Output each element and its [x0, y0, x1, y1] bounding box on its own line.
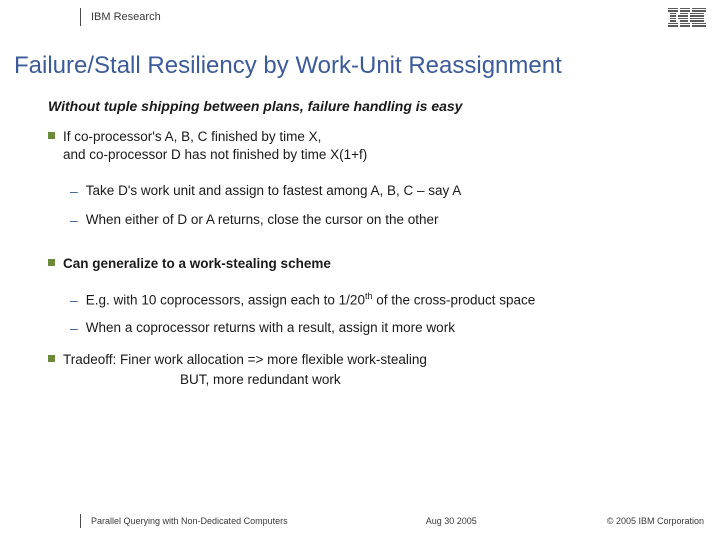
square-bullet-icon [48, 132, 55, 139]
bullet-1-line-2: and co-processor D has not finished by t… [63, 147, 367, 162]
list-item: – When either of D or A returns, close t… [70, 211, 700, 229]
header-label: IBM Research [91, 11, 161, 23]
bullet-3-cont: BUT, more redundant work [0, 372, 720, 387]
bullet-1-text: If co-processor's A, B, C finished by ti… [63, 128, 367, 164]
footer-date: Aug 30 2005 [426, 516, 477, 526]
bullet-2: Can generalize to a work-stealing scheme [0, 255, 720, 273]
bullet-2-subs: – E.g. with 10 coprocessors, assign each… [0, 291, 720, 337]
bullet-3: Tradeoff: Finer work allocation => more … [0, 351, 720, 369]
slide-title: Failure/Stall Resiliency by Work-Unit Re… [0, 34, 720, 90]
dash-icon: – [70, 291, 78, 309]
dash-icon: – [70, 182, 78, 200]
slide-subhead: Without tuple shipping between plans, fa… [0, 90, 720, 128]
footer-copyright: © 2005 IBM Corporation [607, 516, 704, 526]
sub-1a: Take D's work unit and assign to fastest… [86, 182, 462, 200]
bullet-2-text: Can generalize to a work-stealing scheme [63, 255, 331, 273]
footer-separator [80, 514, 81, 528]
square-bullet-icon [48, 259, 55, 266]
bullet-3-text: Tradeoff: Finer work allocation => more … [63, 351, 427, 369]
list-item: – Take D's work unit and assign to faste… [70, 182, 700, 200]
header-separator [80, 8, 81, 26]
header-left: IBM Research [0, 0, 161, 34]
sub-1b: When either of D or A returns, close the… [86, 211, 439, 229]
footer-bar: Parallel Querying with Non-Dedicated Com… [0, 514, 720, 528]
footer-title: Parallel Querying with Non-Dedicated Com… [91, 516, 288, 526]
bullet-1-line-1: If co-processor's A, B, C finished by ti… [63, 129, 321, 144]
header-bar: IBM Research [0, 0, 720, 34]
dash-icon: – [70, 319, 78, 337]
sub-2b: When a coprocessor returns with a result… [86, 319, 455, 337]
bullet-1: If co-processor's A, B, C finished by ti… [0, 128, 720, 164]
list-item: – E.g. with 10 coprocessors, assign each… [70, 291, 700, 309]
list-item: – When a coprocessor returns with a resu… [70, 319, 700, 337]
ibm-logo-icon [668, 8, 706, 27]
square-bullet-icon [48, 355, 55, 362]
dash-icon: – [70, 211, 78, 229]
sub-2a: E.g. with 10 coprocessors, assign each t… [86, 291, 536, 309]
bullet-1-subs: – Take D's work unit and assign to faste… [0, 182, 720, 228]
